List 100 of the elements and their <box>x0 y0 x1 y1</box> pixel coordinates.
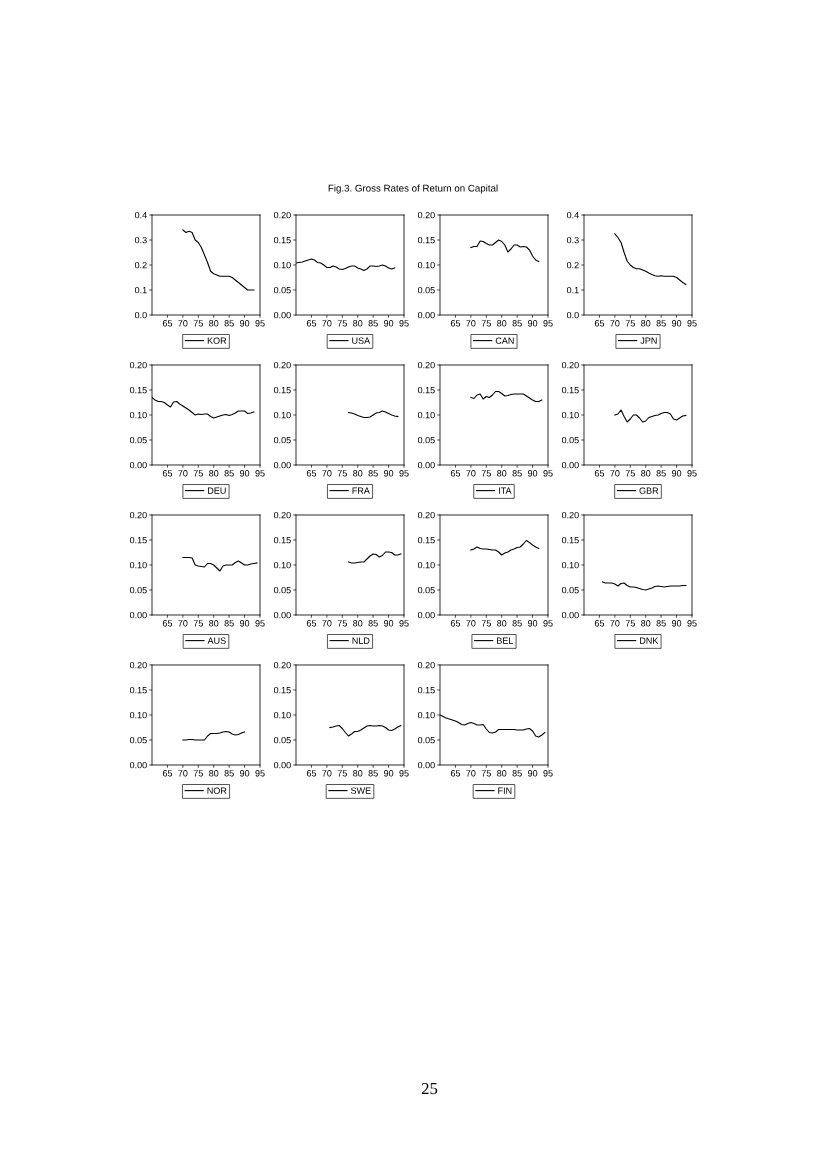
legend-label: USA <box>352 337 371 344</box>
y-tick-label: 0.20 <box>417 661 435 669</box>
y-tick-label: 0.10 <box>417 261 435 269</box>
line-series <box>614 409 687 423</box>
x-tick-label: 95 <box>399 770 409 777</box>
y-tick-label: 0.00 <box>417 611 435 619</box>
legend-label: BEL <box>497 637 514 644</box>
y-tick-label: 0.05 <box>417 436 435 444</box>
x-tick-label: 95 <box>255 770 265 777</box>
x-tick-label: 85 <box>368 620 378 627</box>
y-tick-label: 0.00 <box>129 461 147 469</box>
line-series <box>470 539 540 556</box>
x-tick-label: 70 <box>466 320 476 327</box>
x-tick-label: 95 <box>399 620 409 627</box>
x-tick-label: 85 <box>512 770 522 777</box>
y-tick-label: 0.20 <box>561 511 579 519</box>
x-tick-label: 70 <box>178 770 188 777</box>
x-tick-label: 80 <box>497 320 507 327</box>
y-tick-label: 0.15 <box>273 386 291 394</box>
x-tick-label: 90 <box>383 770 394 777</box>
x-tick-label: 90 <box>527 770 538 777</box>
x-tick-label: 95 <box>399 320 409 327</box>
y-tick-label: 0.2 <box>566 261 579 269</box>
legend-label: FRA <box>352 487 370 494</box>
y-tick-label: 0.00 <box>417 761 435 769</box>
y-tick-label: 0.4 <box>134 211 147 219</box>
x-tick-label: 65 <box>450 470 461 477</box>
line-series <box>470 239 540 263</box>
y-tick-label: 0.10 <box>417 411 435 419</box>
y-tick-label: 0.3 <box>134 236 147 244</box>
line-series <box>614 233 687 286</box>
x-tick-label: 75 <box>625 620 635 627</box>
x-tick-label: 90 <box>239 620 250 627</box>
y-tick-label: 0.0 <box>134 311 147 319</box>
x-tick-label: 95 <box>687 620 697 627</box>
x-tick-label: 70 <box>322 620 332 627</box>
y-tick-label: 0.05 <box>417 286 435 294</box>
y-tick-label: 0.05 <box>417 586 435 594</box>
y-tick-label: 0.10 <box>129 711 147 719</box>
x-tick-label: 75 <box>193 620 203 627</box>
x-tick-label: 65 <box>594 320 605 327</box>
legend-label: NOR <box>207 787 227 794</box>
x-tick-label: 90 <box>671 470 682 477</box>
x-tick-label: 65 <box>450 620 461 627</box>
x-tick-label: 95 <box>399 470 409 477</box>
x-tick-label: 80 <box>209 320 219 327</box>
legend-label: ITA <box>498 487 512 494</box>
y-tick-label: 0.05 <box>129 586 147 594</box>
text: 25 <box>421 1082 438 1095</box>
y-tick-label: 0.00 <box>129 611 147 619</box>
legend-label: DNK <box>640 637 659 644</box>
legend-label: SWE <box>350 787 371 794</box>
x-tick-label: 95 <box>543 770 553 777</box>
x-tick-label: 80 <box>353 620 363 627</box>
x-tick-label: 75 <box>481 470 491 477</box>
y-tick-label: 0.00 <box>273 761 291 769</box>
x-tick-label: 85 <box>368 320 378 327</box>
y-tick-label: 0.10 <box>561 561 579 569</box>
y-tick-label: 0.15 <box>417 536 435 544</box>
y-tick-label: 0.20 <box>129 361 147 369</box>
legend-label: FIN <box>498 787 512 794</box>
x-tick-label: 65 <box>594 620 605 627</box>
x-tick-label: 65 <box>162 320 173 327</box>
x-tick-label: 85 <box>224 620 234 627</box>
x-tick-label: 75 <box>481 770 491 777</box>
y-tick-label: 0.15 <box>129 536 147 544</box>
x-tick-label: 85 <box>512 470 522 477</box>
x-tick-label: 95 <box>255 320 265 327</box>
x-tick-label: 70 <box>610 620 620 627</box>
y-tick-label: 0.20 <box>273 511 291 519</box>
y-tick-label: 0.10 <box>129 411 147 419</box>
y-tick-label: 0.20 <box>561 361 579 369</box>
x-tick-label: 65 <box>306 320 317 327</box>
y-tick-label: 0.10 <box>129 561 147 569</box>
y-tick-label: 0.15 <box>129 386 147 394</box>
x-tick-label: 65 <box>162 620 173 627</box>
line-series <box>470 390 543 403</box>
x-tick-label: 85 <box>368 770 378 777</box>
x-tick-label: 75 <box>625 470 635 477</box>
y-tick-label: 0.15 <box>273 686 291 694</box>
x-tick-label: 75 <box>193 470 203 477</box>
y-tick-label: 0.4 <box>566 211 579 219</box>
y-tick-label: 0.20 <box>273 661 291 669</box>
x-tick-label: 80 <box>353 470 363 477</box>
y-tick-label: 0.0 <box>566 311 579 319</box>
x-tick-label: 85 <box>656 470 666 477</box>
x-tick-label: 90 <box>671 320 682 327</box>
y-tick-label: 0.15 <box>273 236 291 244</box>
y-tick-label: 0.20 <box>417 211 435 219</box>
x-tick-label: 85 <box>512 320 522 327</box>
x-tick-label: 80 <box>641 470 651 477</box>
x-tick-label: 80 <box>641 620 651 627</box>
y-tick-label: 0.05 <box>129 436 147 444</box>
x-tick-label: 75 <box>625 320 635 327</box>
x-tick-label: 70 <box>322 770 332 777</box>
x-tick-label: 75 <box>193 320 203 327</box>
legend-label: CAN <box>495 337 514 344</box>
x-tick-label: 95 <box>255 620 265 627</box>
y-tick-label: 0.15 <box>417 236 435 244</box>
line-series <box>347 551 402 564</box>
